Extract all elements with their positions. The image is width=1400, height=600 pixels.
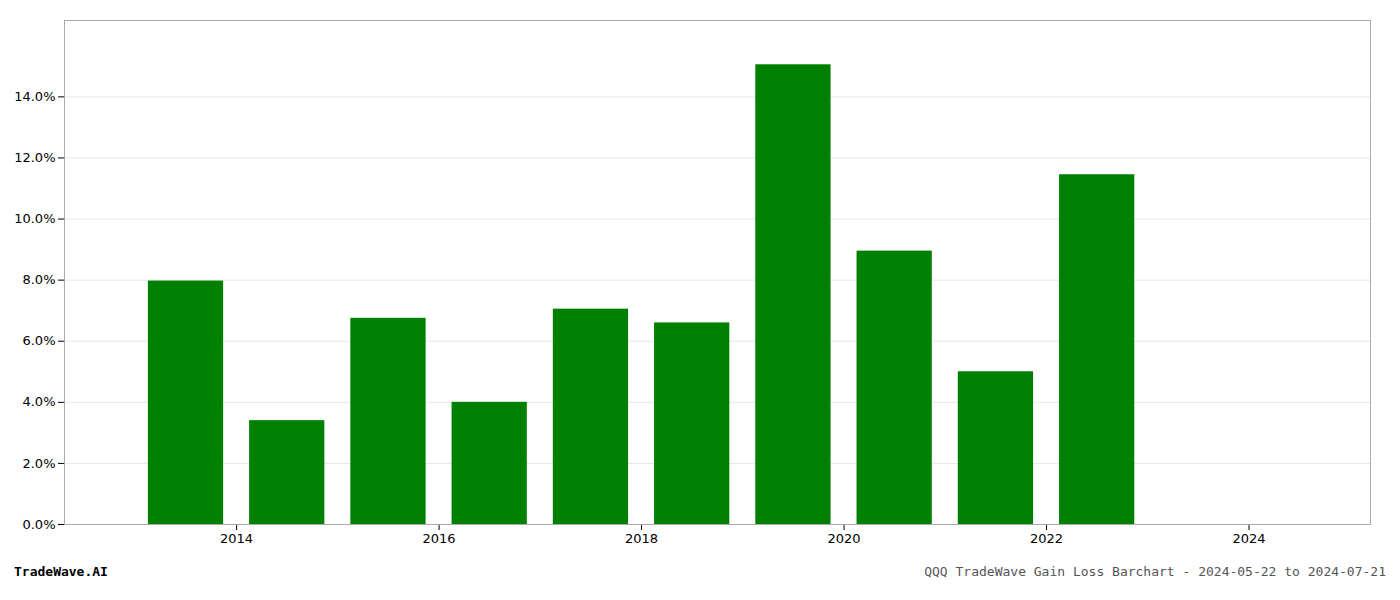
svg-text:2.0%: 2.0%	[22, 456, 55, 471]
svg-text:2024: 2024	[1232, 531, 1265, 546]
svg-text:10.0%: 10.0%	[14, 211, 55, 226]
svg-text:2018: 2018	[625, 531, 658, 546]
svg-text:0.0%: 0.0%	[22, 517, 55, 532]
svg-text:2014: 2014	[220, 531, 253, 546]
svg-text:14.0%: 14.0%	[14, 89, 55, 104]
html-text:TradeWave.AI: TradeWave.AI	[14, 564, 108, 579]
svg-text:2020: 2020	[828, 531, 861, 546]
svg-text:2016: 2016	[423, 531, 456, 546]
svg-text:2022: 2022	[1030, 531, 1063, 546]
svg-text:4.0%: 4.0%	[22, 394, 55, 409]
html-text:QQQ TradeWave Gain Loss Barcha: QQQ TradeWave Gain Loss Barchart - 2024-…	[924, 564, 1386, 579]
svg-text:12.0%: 12.0%	[14, 150, 55, 165]
svg-text:6.0%: 6.0%	[22, 333, 55, 348]
svg-text:8.0%: 8.0%	[22, 272, 55, 287]
